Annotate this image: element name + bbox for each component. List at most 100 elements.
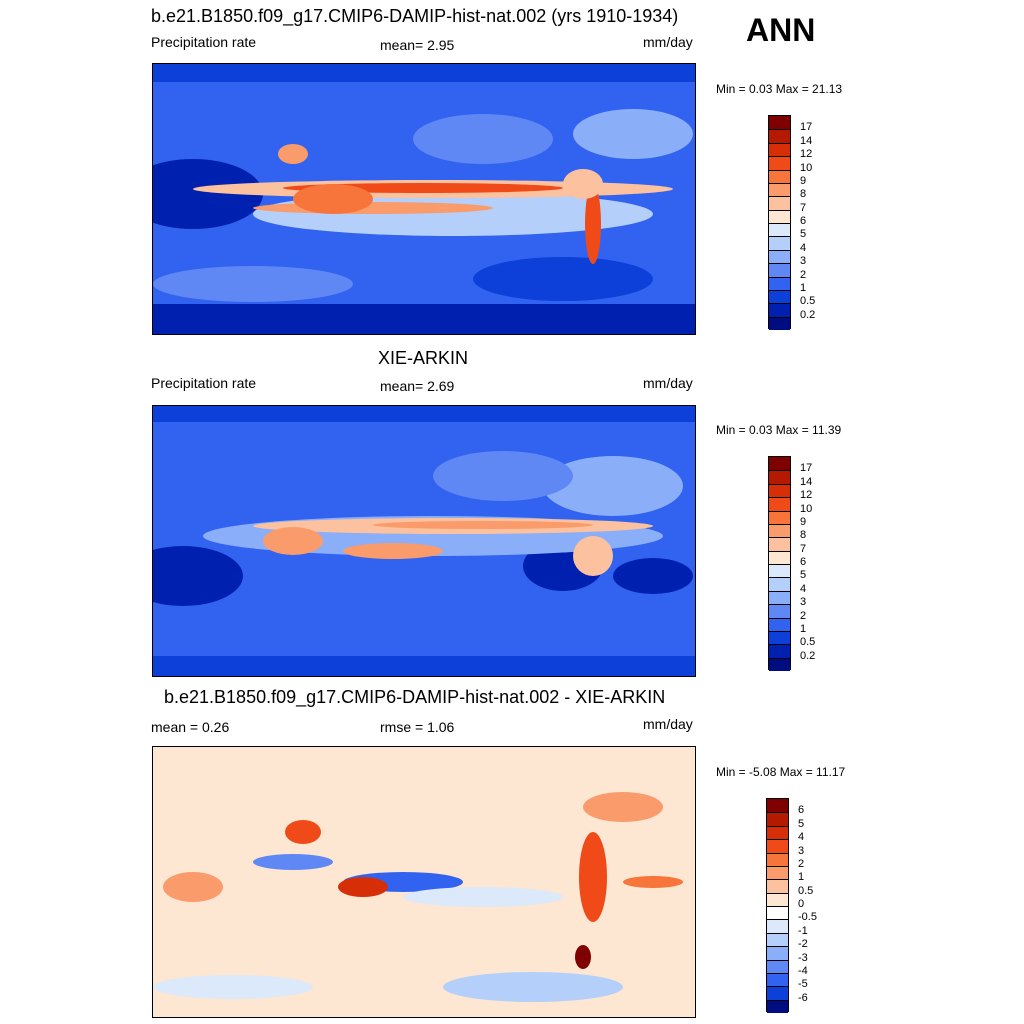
- panel-3-colorbar: [766, 798, 789, 1013]
- colorbar-swatch: [769, 303, 790, 317]
- colorbar-swatch: [769, 289, 790, 304]
- colorbar-swatch: [769, 483, 790, 498]
- panel-2-minmax: Min = 0.03 Max = 11.39: [716, 423, 842, 437]
- colorbar-swatch: [769, 129, 790, 143]
- colorbar-tick-label: 0.2: [800, 649, 816, 662]
- colorbar-swatch: [769, 209, 790, 223]
- panel-3-minmax: Min = -5.08 Max = 11.17: [716, 765, 846, 779]
- colorbar-swatch: [769, 316, 790, 330]
- colorbar-tick-label: 14: [800, 475, 813, 488]
- colorbar-tick-label: 3: [800, 596, 807, 609]
- colorbar-swatch: [767, 972, 788, 987]
- colorbar-tick-label: 8: [800, 529, 807, 542]
- colorbar-tick-label: -4: [798, 964, 808, 977]
- colorbar-tick-label: 1: [800, 622, 807, 635]
- colorbar-swatch: [767, 892, 788, 906]
- colorbar-swatch: [769, 156, 790, 170]
- colorbar-swatch: [769, 590, 790, 605]
- colorbar-tick-label: 5: [798, 817, 805, 830]
- colorbar-swatch: [769, 142, 790, 157]
- colorbar-tick-label: 1: [800, 281, 807, 294]
- panel-2-units: mm/day: [643, 375, 693, 391]
- colorbar-swatch: [769, 604, 790, 618]
- colorbar-tick-label: 17: [800, 462, 813, 475]
- colorbar-tick-label: 1: [798, 871, 805, 884]
- colorbar-tick-label: 5: [800, 569, 807, 582]
- colorbar-tick-label: 2: [800, 268, 807, 281]
- colorbar-swatch: [767, 839, 788, 853]
- colorbar-tick-label: 3: [798, 844, 805, 857]
- colorbar-tick-label: -5: [798, 978, 808, 991]
- colorbar-swatch: [769, 263, 790, 277]
- colorbar-tick-label: 7: [800, 542, 807, 555]
- colorbar-swatch: [769, 457, 790, 471]
- colorbar-swatch: [767, 812, 788, 826]
- colorbar-tick-label: 5: [800, 228, 807, 241]
- colorbar-tick-label: -0.5: [798, 911, 817, 924]
- colorbar-tick-label: 0.5: [800, 636, 816, 649]
- panel-2-mean-label: mean= 2.69: [380, 378, 455, 394]
- panel-3-units: mm/day: [643, 716, 693, 732]
- panel-1-colorbar: [768, 115, 791, 330]
- colorbar-tick-label: -2: [798, 938, 808, 951]
- panel-1-minmax: Min = 0.03 Max = 21.13: [716, 82, 843, 96]
- colorbar-tick-label: 6: [800, 556, 807, 568]
- colorbar-swatch: [767, 999, 788, 1013]
- colorbar-tick-label: 0.2: [800, 308, 816, 321]
- panel-3-rmse-label: rmse = 1.06: [380, 719, 455, 735]
- colorbar-swatch: [767, 919, 788, 933]
- colorbar-swatch: [767, 879, 788, 893]
- panel-1-mean-label: mean= 2.95: [380, 37, 455, 53]
- panel-1-map-field: [153, 64, 695, 334]
- colorbar-swatch: [769, 630, 790, 645]
- colorbar-swatch: [769, 657, 790, 671]
- colorbar-swatch: [767, 932, 788, 947]
- colorbar-tick-label: 10: [800, 161, 813, 174]
- colorbar-tick-label: 2: [798, 857, 805, 870]
- colorbar-tick-label: 4: [800, 241, 807, 254]
- colorbar-swatch: [767, 799, 788, 813]
- colorbar-tick-label: 6: [798, 804, 805, 817]
- colorbar-swatch: [769, 223, 790, 237]
- colorbar-tick-label: 2: [800, 609, 807, 622]
- panel-2-title: XIE-ARKIN: [378, 348, 469, 368]
- colorbar-swatch: [769, 577, 790, 591]
- colorbar-swatch: [769, 116, 790, 130]
- panel-3-map-field: [153, 747, 695, 1017]
- panel-2-colorbar: [768, 456, 791, 671]
- colorbar-tick-label: 4: [800, 582, 807, 595]
- colorbar-swatch: [767, 825, 788, 840]
- colorbar-swatch: [767, 946, 788, 960]
- panel-2-map-field: [153, 406, 695, 676]
- panel-3-mean-label: mean = 0.26: [151, 719, 230, 735]
- panel-3-title: b.e21.B1850.f09_g17.CMIP6-DAMIP-hist-nat…: [164, 687, 666, 707]
- colorbar-tick-label: -1: [798, 924, 808, 937]
- colorbar-swatch: [767, 986, 788, 1000]
- colorbar-tick-label: 17: [800, 121, 813, 134]
- panel-3-map: [152, 746, 696, 1018]
- panel-2-variable-label: Precipitation rate: [151, 375, 257, 391]
- colorbar-tick-label: 0.5: [798, 884, 814, 897]
- colorbar-swatch: [769, 236, 790, 250]
- colorbar-swatch: [769, 497, 790, 511]
- colorbar-swatch: [769, 470, 790, 484]
- colorbar-tick-label: 9: [800, 515, 807, 528]
- colorbar-swatch: [767, 959, 788, 973]
- colorbar-swatch: [769, 523, 790, 538]
- colorbar-swatch: [769, 537, 790, 551]
- panel-2-map: [152, 405, 696, 677]
- colorbar-tick-label: 8: [800, 188, 807, 201]
- colorbar-tick-label: -6: [798, 991, 808, 1004]
- panel-1-units: mm/day: [643, 34, 693, 50]
- season-label: ANN: [746, 12, 816, 48]
- colorbar-tick-label: 0.5: [800, 295, 816, 308]
- colorbar-swatch: [769, 182, 790, 197]
- colorbar-swatch: [769, 196, 790, 210]
- colorbar-swatch: [767, 852, 788, 866]
- colorbar-tick-label: 7: [800, 201, 807, 214]
- panel-1-map: [152, 63, 696, 335]
- colorbar-tick-label: 4: [798, 831, 805, 844]
- panel-1-title: b.e21.B1850.f09_g17.CMIP6-DAMIP-hist-nat…: [151, 6, 679, 26]
- colorbar-tick-label: -3: [798, 951, 808, 964]
- colorbar-tick-label: 3: [800, 255, 807, 268]
